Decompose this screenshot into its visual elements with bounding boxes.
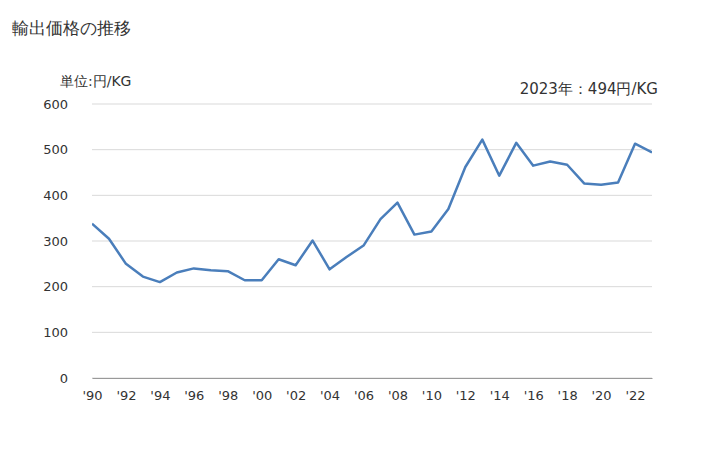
plot: 0 100 200 300 400 500 600 '90 '92 '94 '96 '98 '00 '02… xyxy=(43,97,652,404)
grid-line xyxy=(92,195,652,196)
grid-line xyxy=(92,332,652,333)
x-tick: '16 xyxy=(524,378,544,403)
x-tick: '96 xyxy=(184,378,204,403)
line xyxy=(92,140,652,282)
x-tick: '94 xyxy=(150,378,170,403)
x-tick-label: '00 xyxy=(252,388,272,403)
x-tick: '02 xyxy=(286,378,306,403)
x-tick-label: '18 xyxy=(558,388,578,403)
grid-line xyxy=(92,149,652,150)
y-axis: 0 100 200 300 400 500 600 xyxy=(43,97,92,386)
x-tick: '04 xyxy=(320,378,340,403)
y-tick: 500 xyxy=(43,142,92,157)
x-tick: '00 xyxy=(252,378,272,403)
grid xyxy=(92,104,652,378)
x-tick: '14 xyxy=(490,378,510,403)
grid-line xyxy=(92,104,652,105)
x-tick: '22 xyxy=(625,378,645,403)
x-tick: '20 xyxy=(592,378,612,403)
x-tick-label: '98 xyxy=(218,388,238,403)
y-tick: 300 xyxy=(43,234,92,249)
x-tick: '12 xyxy=(456,378,476,403)
x-tick-label: '08 xyxy=(388,388,408,403)
chart: 輸出価格の推移単位:円/KG 2023年：494円/KG 0 100 200 300 400… xyxy=(0,0,728,450)
x-tick: '06 xyxy=(354,378,374,403)
annotation: 2023年：494円/KG xyxy=(520,80,658,98)
x-tick-label: '06 xyxy=(354,388,374,403)
y-tick-label: 100 xyxy=(43,325,68,340)
y-tick: 400 xyxy=(43,188,92,203)
title: 輸出価格の推移 xyxy=(12,18,131,38)
y-tick: 600 xyxy=(43,97,92,112)
y-tick-label: 600 xyxy=(43,97,68,112)
y-tick-label: 200 xyxy=(43,279,68,294)
x-tick-label: '20 xyxy=(592,388,612,403)
x-tick-label: '90 xyxy=(82,388,102,403)
x-tick-label: '12 xyxy=(456,388,476,403)
x-tick-label: '14 xyxy=(490,388,510,403)
x-axis: '90 '92 '94 '96 '98 '00 '02 '04 '06 '08 '10 '12 '14 '… xyxy=(82,378,652,403)
x-tick: '08 xyxy=(388,378,408,403)
x-tick-label: '16 xyxy=(524,388,544,403)
x-tick-label: '04 xyxy=(320,388,340,403)
y-tick: 100 xyxy=(43,325,92,340)
x-tick-label: '22 xyxy=(625,388,645,403)
x-tick: '92 xyxy=(116,378,136,403)
y-axis-line xyxy=(92,105,93,379)
x-tick: '98 xyxy=(218,378,238,403)
series xyxy=(92,140,652,282)
x-tick-label: '94 xyxy=(150,388,170,403)
x-tick: '90 xyxy=(82,378,102,403)
grid-line xyxy=(92,378,652,379)
y-tick-label: 300 xyxy=(43,234,68,249)
y-tick-label: 0 xyxy=(60,371,68,386)
x-tick-label: '10 xyxy=(422,388,442,403)
x-tick-label: '96 xyxy=(184,388,204,403)
y-axis-label: 単位:円/KG xyxy=(60,73,131,89)
grid-line xyxy=(92,241,652,242)
y-tick: 0 xyxy=(60,371,92,386)
x-tick: '18 xyxy=(558,378,578,403)
x-tick: '10 xyxy=(422,378,442,403)
grid-line xyxy=(92,286,652,287)
y-tick: 200 xyxy=(43,279,92,294)
y-tick-label: 500 xyxy=(43,142,68,157)
x-tick-label: '92 xyxy=(116,388,136,403)
x-axis-line xyxy=(93,378,653,379)
x-tick-label: '02 xyxy=(286,388,306,403)
y-tick-label: 400 xyxy=(43,188,68,203)
